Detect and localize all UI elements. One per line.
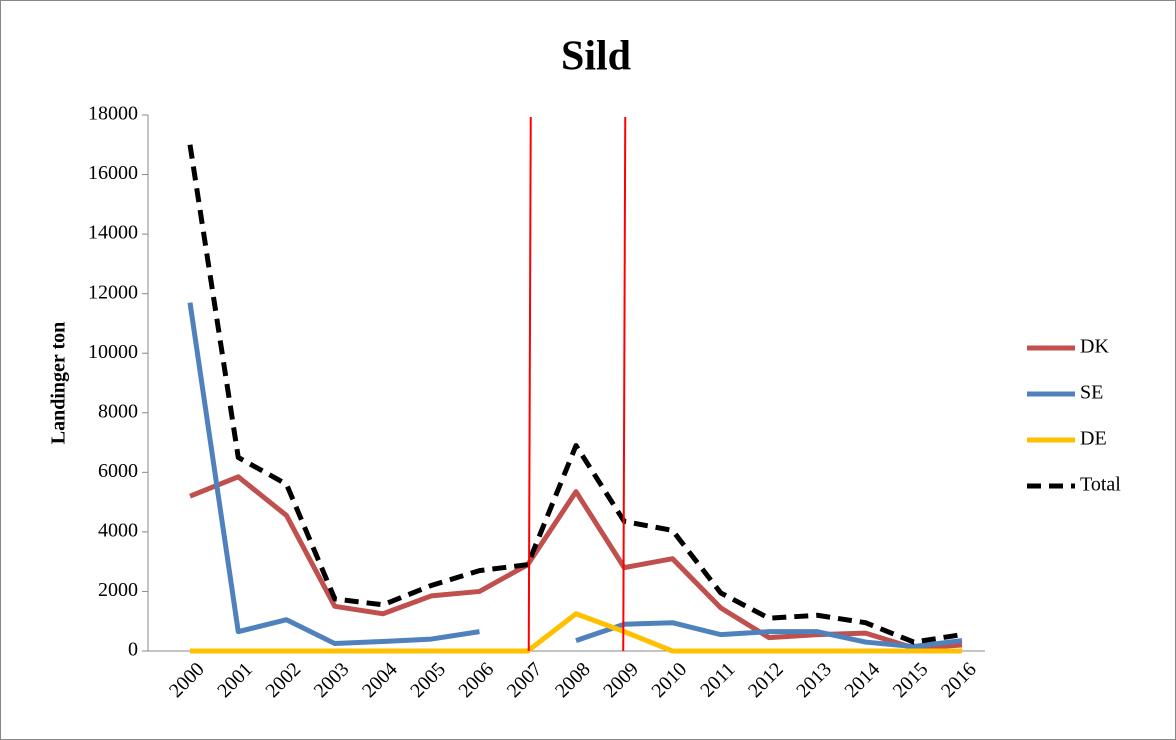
y-tick-label: 16000	[88, 162, 138, 184]
y-tick-label: 6000	[98, 460, 138, 482]
y-tick-label: 4000	[98, 519, 138, 541]
y-tick-label: 8000	[98, 400, 138, 422]
y-tick-label: 18000	[88, 103, 138, 125]
y-tick-label: 12000	[88, 281, 138, 303]
y-tick-label: 0	[128, 639, 138, 661]
legend-label: DK	[1080, 336, 1109, 358]
series-line	[187, 144, 963, 645]
legend-label: SE	[1080, 382, 1103, 404]
legend-label: DE	[1080, 428, 1107, 450]
y-axis-title: Landinger ton	[48, 322, 70, 444]
y-tick-label: 14000	[88, 222, 138, 244]
y-tick-label: 2000	[98, 579, 138, 601]
marker-line	[622, 116, 627, 652]
series-line	[187, 302, 963, 650]
series-line	[190, 611, 962, 654]
legend-label: Total	[1080, 474, 1121, 496]
marker-line	[527, 116, 532, 652]
chart-title: Sild	[561, 34, 631, 80]
y-tick-label: 10000	[88, 341, 138, 363]
